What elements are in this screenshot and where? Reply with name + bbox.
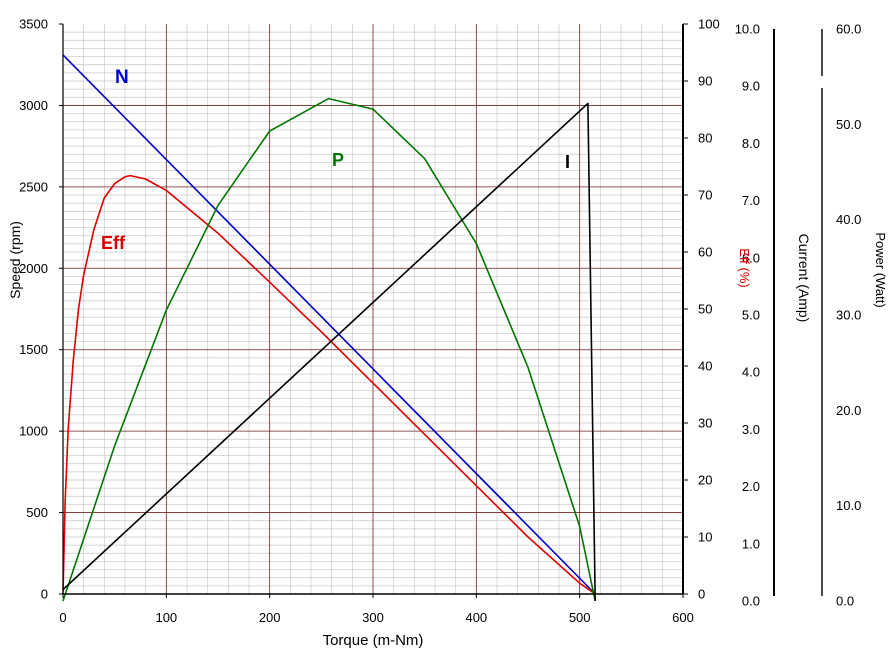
speed-axis-title: Speed (rpm) bbox=[7, 221, 23, 299]
x-tick-label: 100 bbox=[155, 610, 177, 625]
speed-tick-label: 1500 bbox=[19, 342, 48, 357]
power-tick-label: 30.0 bbox=[836, 308, 861, 323]
series-line-eff bbox=[62, 174, 596, 595]
current-tick-label: 10.0 bbox=[735, 22, 760, 37]
speed-tick-label: 2000 bbox=[19, 261, 48, 276]
x-tick-label: 200 bbox=[259, 610, 281, 625]
speed-tick-label: 3500 bbox=[19, 17, 48, 32]
power-tick-label: 0.0 bbox=[836, 594, 854, 609]
power-tick-label: 10.0 bbox=[836, 498, 861, 513]
speed-tick-label: 500 bbox=[26, 505, 48, 520]
speed-tick-label: 2500 bbox=[19, 179, 48, 194]
eff-tick-label: 50 bbox=[698, 302, 712, 317]
x-tick-label: 500 bbox=[569, 610, 591, 625]
series-line-i bbox=[62, 102, 596, 602]
current-tick-label: 9.0 bbox=[742, 79, 760, 94]
x-axis-title: Torque (m-Nm) bbox=[323, 632, 424, 649]
eff-tick-label: 10 bbox=[698, 530, 712, 545]
current-tick-label: 4.0 bbox=[742, 365, 760, 380]
speed-tick-label: 1000 bbox=[19, 424, 48, 439]
series-label-eff: Eff bbox=[101, 233, 126, 253]
series-label-i: I bbox=[565, 152, 570, 172]
series-lines bbox=[62, 54, 596, 602]
power-tick-label: 50.0 bbox=[836, 117, 861, 132]
power-tick-label: 20.0 bbox=[836, 403, 861, 418]
current-axis-title: Current (Amp) bbox=[796, 234, 812, 323]
x-tick-label: 600 bbox=[672, 610, 694, 625]
eff-tick-label: 70 bbox=[698, 188, 712, 203]
current-tick-label: 5.0 bbox=[742, 308, 760, 323]
power-tick-label: 60.0 bbox=[836, 22, 861, 37]
current-tick-label: 6.0 bbox=[742, 250, 760, 265]
eff-tick-label: 0 bbox=[698, 587, 705, 602]
axes: 0 100 200 300 400 500 600050010001500200025003… bbox=[19, 17, 861, 626]
speed-tick-label: 3000 bbox=[19, 98, 48, 113]
x-tick-label: 300 bbox=[362, 610, 384, 625]
eff-tick-label: 20 bbox=[698, 473, 712, 488]
eff-tick-label: 30 bbox=[698, 416, 712, 431]
current-tick-label: 3.0 bbox=[742, 422, 760, 437]
series-line-p bbox=[62, 97, 596, 602]
power-axis-title: Power (Watt) bbox=[873, 232, 888, 307]
series-line-n bbox=[62, 54, 596, 595]
current-tick-label: 8.0 bbox=[742, 136, 760, 151]
speed-tick-label: 0 bbox=[41, 587, 48, 602]
eff-tick-label: 100 bbox=[698, 17, 720, 32]
current-tick-label: 2.0 bbox=[742, 479, 760, 494]
eff-tick-label: 90 bbox=[698, 74, 712, 89]
eff-tick-label: 40 bbox=[698, 359, 712, 374]
eff-tick-label: 60 bbox=[698, 245, 712, 260]
current-tick-label: 1.0 bbox=[742, 536, 760, 551]
current-tick-label: 0.0 bbox=[742, 594, 760, 609]
current-tick-label: 7.0 bbox=[742, 193, 760, 208]
eff-axis-title: Eff (%) bbox=[737, 248, 752, 288]
power-tick-label: 40.0 bbox=[836, 212, 861, 227]
eff-tick-label: 80 bbox=[698, 131, 712, 146]
series-label-p: P bbox=[332, 150, 344, 170]
x-tick-label: 0 bbox=[59, 610, 66, 625]
x-tick-label: 400 bbox=[465, 610, 487, 625]
series-label-n: N bbox=[115, 67, 129, 88]
